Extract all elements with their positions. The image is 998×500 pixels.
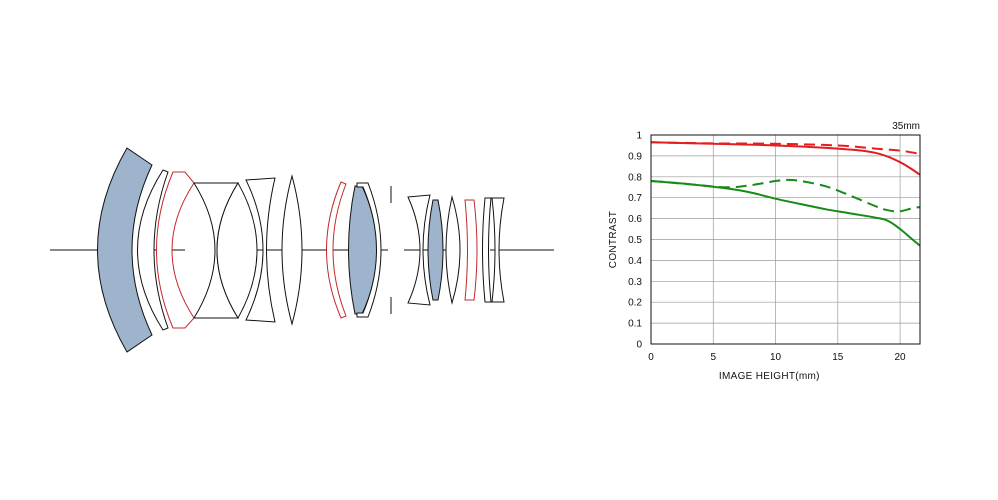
lens-element-10 xyxy=(356,182,382,318)
y-tick-label: 0.1 xyxy=(628,319,642,330)
lens-element-13 xyxy=(445,195,461,305)
lens-element-2 xyxy=(137,169,169,331)
x-tick-label: 0 xyxy=(648,352,654,363)
y-tick-label: 0 xyxy=(636,340,642,351)
x-tick-labels: 0 5 10 15 20 xyxy=(648,352,906,363)
lens-element-7 xyxy=(281,174,303,326)
grid xyxy=(650,134,920,345)
lens-element-11 xyxy=(407,194,431,306)
series-layer xyxy=(650,141,921,247)
lens-element-5 xyxy=(216,182,258,319)
y-tick-label: 0.7 xyxy=(628,193,642,204)
y-tick-label: 1 xyxy=(636,131,642,142)
lens-element-14 xyxy=(464,199,478,301)
series-line-3 xyxy=(650,180,921,247)
lens-element-6 xyxy=(245,177,276,323)
y-tick-labels: 0 0.1 0.2 0.3 0.4 0.5 0.6 0.7 0.8 0.9 1 xyxy=(628,131,642,351)
y-tick-label: 0.2 xyxy=(628,298,642,309)
x-tick-label: 10 xyxy=(770,352,782,363)
y-tick-label: 0.6 xyxy=(628,214,642,225)
lens-element-15 xyxy=(482,197,492,303)
y-tick-label: 0.5 xyxy=(628,235,642,246)
x-axis-title: IMAGE HEIGHT(mm) xyxy=(719,371,820,382)
plot-frame xyxy=(650,134,921,345)
series-line-2 xyxy=(650,141,921,155)
y-tick-label: 0.4 xyxy=(628,256,642,267)
x-tick-label: 20 xyxy=(895,352,907,363)
series-line-4 xyxy=(650,178,921,213)
lens-element-12 xyxy=(427,199,444,301)
y-tick-label: 0.3 xyxy=(628,277,642,288)
lens-element-1 xyxy=(97,147,153,353)
y-tick-label: 0.8 xyxy=(628,172,642,183)
lens-element-8 xyxy=(326,181,347,319)
lens-diagram xyxy=(50,147,554,353)
x-tick-label: 5 xyxy=(710,352,716,363)
chart-title: 35mm xyxy=(892,121,920,132)
lens-element-16 xyxy=(491,197,505,303)
mtf-chart: 0 0.1 0.2 0.3 0.4 0.5 0.6 0.7 0.8 0.9 1 0 5 10 15 20 3… xyxy=(608,121,921,382)
y-axis-title: CONTRAST xyxy=(608,211,619,268)
series-line-1 xyxy=(650,141,921,176)
x-tick-label: 15 xyxy=(832,352,844,363)
y-tick-label: 0.9 xyxy=(628,151,642,162)
